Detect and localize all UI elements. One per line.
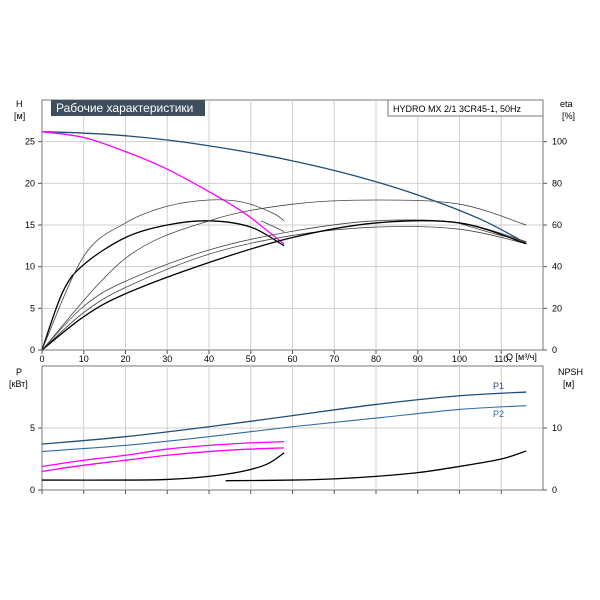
- lower-series-4: [41, 452, 285, 481]
- y-tick-label: 25: [25, 137, 35, 147]
- lower-series-5: [225, 450, 527, 482]
- p-tick-label: 0: [30, 485, 35, 495]
- x-tick-label: 10: [79, 354, 89, 364]
- y2-tick-label: 20: [552, 303, 562, 313]
- y2-axis-unit-npsh: [м]: [563, 379, 574, 389]
- x-tick-label: 60: [287, 354, 297, 364]
- x-tick-label: 100: [452, 354, 467, 364]
- npsh-tick-label: 0: [552, 485, 557, 495]
- y-tick-label: 20: [25, 178, 35, 188]
- npsh-tick-label: 10: [552, 423, 562, 433]
- chart-title-box: [51, 100, 205, 116]
- x-tick-label: 50: [246, 354, 256, 364]
- y2-tick-label: 80: [552, 178, 562, 188]
- p-tick-label: 5: [30, 423, 35, 433]
- lower-series-3: [41, 447, 285, 473]
- upper-series-5: [41, 199, 285, 351]
- lower-grid: [42, 366, 543, 490]
- y-tick-label: 15: [25, 220, 35, 230]
- upper-series-2: [261, 220, 285, 233]
- upper-series-7: [41, 226, 527, 351]
- lower-series-0: [41, 391, 527, 445]
- x-tick-label: 40: [204, 354, 214, 364]
- chart-title: Рабочие характеристики: [56, 101, 193, 115]
- upper-series-3: [459, 222, 527, 243]
- upper-series-1: [41, 131, 285, 245]
- x-tick-label: 90: [413, 354, 423, 364]
- lower-series-group: [41, 391, 527, 482]
- y-tick-label: 0: [30, 345, 35, 355]
- series-label-p2: P2: [493, 409, 504, 419]
- upper-grid: [42, 100, 543, 350]
- x-tick-label: 70: [329, 354, 339, 364]
- upper-series-group: [41, 131, 527, 351]
- y2-tick-label: 40: [552, 262, 562, 272]
- x-tick-label: 30: [162, 354, 172, 364]
- chart-subtitle: HYDRO MX 2/1 3CR45-1, 50Hz: [393, 104, 522, 114]
- upper-series-0: [41, 131, 527, 244]
- lower-series-2: [41, 440, 285, 468]
- lower-series-1: [41, 405, 527, 453]
- x-tick-label: 110: [494, 354, 508, 364]
- x-tick-label: 0: [39, 354, 44, 364]
- lower-ticks: 0 5 0 10: [30, 423, 562, 495]
- y-tick-label: 5: [30, 303, 35, 313]
- y2-tick-label: 60: [552, 220, 562, 230]
- y-axis-label-h: H: [16, 99, 23, 109]
- x-tick-label: 20: [120, 354, 130, 364]
- y-axis-unit-h: [м]: [14, 111, 25, 121]
- y2-tick-label: 0: [552, 345, 557, 355]
- upper-series-4: [41, 220, 285, 351]
- y-axis-unit-p: [кВт]: [9, 379, 28, 389]
- chart-subtitle-box: [387, 99, 544, 117]
- y-tick-label: 10: [25, 262, 35, 272]
- series-label-p1: P1: [493, 381, 504, 391]
- upper-series-9: [41, 199, 527, 351]
- y2-axis-label-eta: eta: [560, 99, 573, 109]
- y-axis-label-p: P: [16, 367, 22, 377]
- x-axis-label-q: Q [м³/ч]: [506, 352, 537, 362]
- upper-ticks: 0 10 20 30 40 50 60 70 80 90 100 110 0 5 10 15 20 25 0 20 40…: [25, 137, 567, 364]
- upper-series-8: [41, 220, 527, 351]
- y2-axis-label-npsh: NPSH: [558, 367, 583, 377]
- y2-axis-unit-eta: [%]: [562, 111, 575, 121]
- y2-tick-label: 100: [552, 137, 567, 147]
- x-tick-label: 80: [371, 354, 381, 364]
